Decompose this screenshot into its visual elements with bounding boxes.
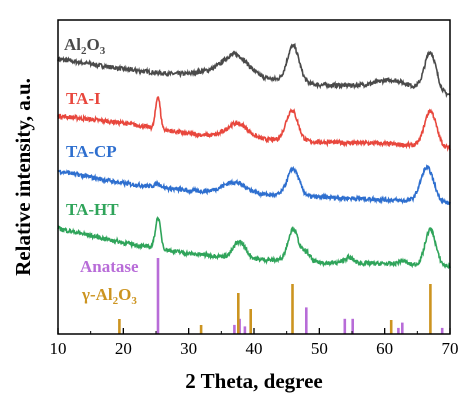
- diffraction-traces: [57, 42, 451, 270]
- series-label-ta-i: TA-I: [66, 89, 101, 108]
- x-tick-label-50: 50: [311, 339, 328, 358]
- reference-patterns: [118, 258, 444, 334]
- x-tick-label-60: 60: [376, 339, 393, 358]
- x-tick-label-20: 20: [115, 339, 132, 358]
- series-line-ta-cp: [57, 164, 451, 205]
- series-line-ta-ht: [57, 215, 451, 270]
- series-label-ta-ht: TA-HT: [66, 200, 119, 219]
- x-tick-label-30: 30: [180, 339, 197, 358]
- x-tick-label-40: 40: [246, 339, 263, 358]
- reference-label-gamma-al2o3: γ-Al2O3: [81, 285, 137, 307]
- x-tick-label-10: 10: [50, 339, 67, 358]
- x-axis-title: 2 Theta, degree: [185, 369, 322, 393]
- series-label-al2o3: Al2O3: [64, 35, 106, 57]
- reference-label-anatase: Anatase: [80, 257, 139, 276]
- x-axis-ticks: 10 20 30 40 50 60 70: [50, 328, 459, 358]
- series-line-al2o3: [57, 42, 451, 99]
- series-line-ta-i: [57, 96, 451, 152]
- series-label-ta-cp: TA-CP: [66, 142, 117, 161]
- x-tick-label-70: 70: [442, 339, 459, 358]
- y-axis-title: Relative intensity, a.u.: [11, 78, 35, 276]
